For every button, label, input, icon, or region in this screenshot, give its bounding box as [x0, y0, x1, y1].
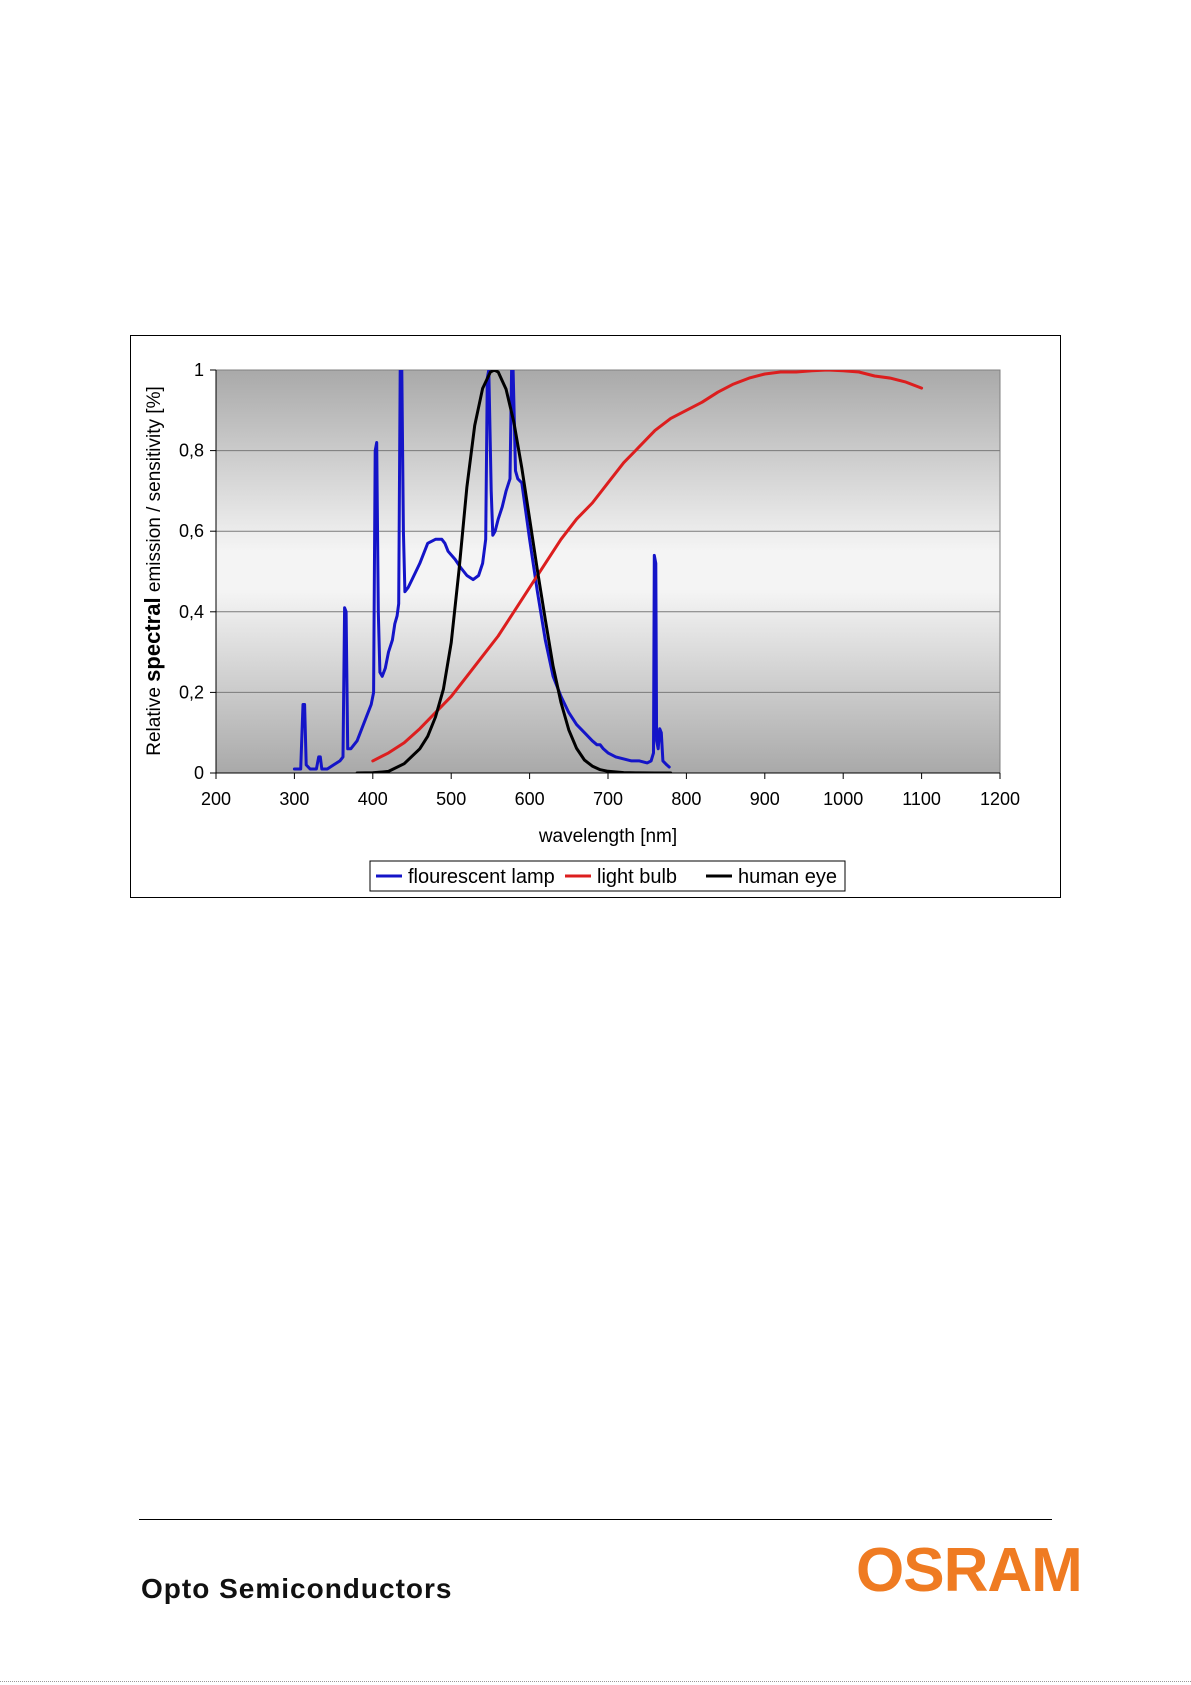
series-line-human-eye — [355, 370, 673, 773]
legend-items: flourescent lamp light bulb human eye — [376, 866, 837, 888]
y-axis-title: Relative spectral emission / sensitivity… — [140, 386, 165, 755]
series-lines — [292, 370, 924, 773]
legend-box — [369, 860, 846, 892]
x-tick-label: 1100 — [902, 789, 941, 809]
legend-label-flourescent-lamp: flourescent lamp — [408, 866, 555, 888]
chart-frame: 0 0,2 0,4 0,6 0,8 1 200 300 400 500 600 700 800 900 1… — [130, 335, 1061, 898]
y-tick-label: 0,2 — [179, 682, 204, 702]
legend-label-human-eye: human eye — [738, 866, 837, 888]
x-tick-label: 300 — [279, 789, 309, 809]
plot-area — [215, 369, 1001, 774]
y-tick-label: 0,6 — [179, 521, 204, 541]
x-tick-label: 700 — [593, 789, 623, 809]
y-tick-label: 1 — [194, 360, 204, 380]
page-bottom-edge — [0, 1681, 1191, 1683]
chart-svg: 0 0,2 0,4 0,6 0,8 1 200 300 400 500 600 700 800 900 1… — [140, 360, 1020, 892]
y-axis-title-prefix: Relative — [144, 682, 165, 756]
series-line-light-bulb — [371, 370, 924, 763]
x-tick-label: 1200 — [980, 789, 1020, 809]
footer-divider — [139, 1519, 1052, 1520]
legend-label-light-bulb: light bulb — [597, 866, 677, 888]
y-tick-label: 0,4 — [179, 602, 204, 622]
x-tick-label: 500 — [436, 789, 466, 809]
osram-logo: OSRAM — [856, 1536, 1083, 1605]
x-tick-label: 800 — [671, 789, 701, 809]
x-tick-label: 600 — [515, 789, 545, 809]
y-tick-label: 0,8 — [179, 441, 204, 461]
x-tick-label: 200 — [201, 789, 231, 809]
footer-division-name: Opto Semiconductors — [141, 1573, 453, 1604]
legend: flourescent lamp light bulb human eye — [369, 860, 846, 892]
x-tick-label: 1000 — [823, 789, 863, 809]
x-axis-ticks: 200 300 400 500 600 700 800 900 1000 1100 1200 — [201, 370, 1020, 809]
y-axis-title-bold: spectral — [140, 597, 165, 681]
series-line-flourescent-lamp — [292, 370, 671, 771]
y-axis-title-suffix: emission / sensitivity [%] — [144, 386, 165, 597]
y-tick-label: 0 — [194, 763, 204, 783]
x-axis-title: wavelength [nm] — [538, 826, 677, 847]
x-tick-label: 900 — [750, 789, 780, 809]
y-axis-ticks: 0 0,2 0,4 0,6 0,8 1 — [179, 360, 216, 783]
x-tick-label: 400 — [358, 789, 388, 809]
